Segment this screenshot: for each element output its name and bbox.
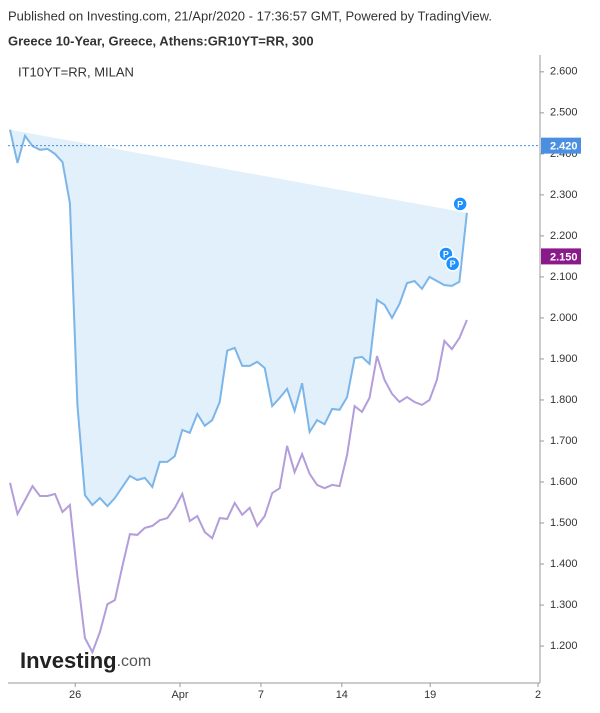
x-tick-label: 19 [424, 689, 436, 701]
y-tick-label: 1.200 [550, 640, 578, 652]
x-tick-label: 14 [336, 689, 348, 701]
last-value-label: 2.150 [550, 251, 578, 263]
chart-title: Greece 10-Year, Greece, Athens:GR10YT=RR… [8, 33, 314, 48]
legend-entry: IT10YT=RR, MILAN [18, 64, 134, 79]
y-tick-label: 2.300 [550, 189, 578, 201]
event-marker-label: P [450, 259, 456, 269]
last-value-tag [541, 248, 581, 265]
y-tick-label: 1.600 [550, 476, 578, 488]
y-tick-label: 2.500 [550, 107, 578, 119]
y-tick-label: 2.100 [550, 271, 578, 283]
watermark-main: Investing [20, 648, 117, 673]
area [10, 129, 467, 507]
y-tick-label: 1.300 [550, 599, 578, 611]
event-marker [444, 256, 461, 272]
y-tick-label: 1.800 [550, 394, 578, 406]
x-tick-label: Apr [171, 689, 188, 701]
series-line [9, 319, 468, 655]
last-value-label: 2.420 [550, 141, 578, 153]
y-tick-label: 2.000 [550, 312, 578, 324]
watermark-suffix: .com [117, 653, 152, 670]
series-line [9, 129, 468, 508]
event-marker-label: P [443, 249, 449, 259]
x-tick-label: 2 [535, 689, 541, 701]
y-tick-label: 1.900 [550, 353, 578, 365]
y-tick-label: 1.700 [550, 435, 578, 447]
y-tick-label: 1.400 [550, 558, 578, 570]
x-tick-label: 26 [69, 689, 81, 701]
y-tick-label: 2.600 [550, 66, 578, 78]
event-marker-label: P [457, 199, 463, 209]
watermark: Investing.com [20, 648, 151, 673]
header: Published on Investing.com, 21/Apr/2020 … [8, 8, 492, 23]
y-tick-label: 1.500 [550, 517, 578, 529]
y-tick-label: 2.200 [550, 230, 578, 242]
event-marker [452, 196, 468, 212]
x-tick-label: 7 [258, 689, 264, 701]
last-value-tag [541, 137, 581, 154]
